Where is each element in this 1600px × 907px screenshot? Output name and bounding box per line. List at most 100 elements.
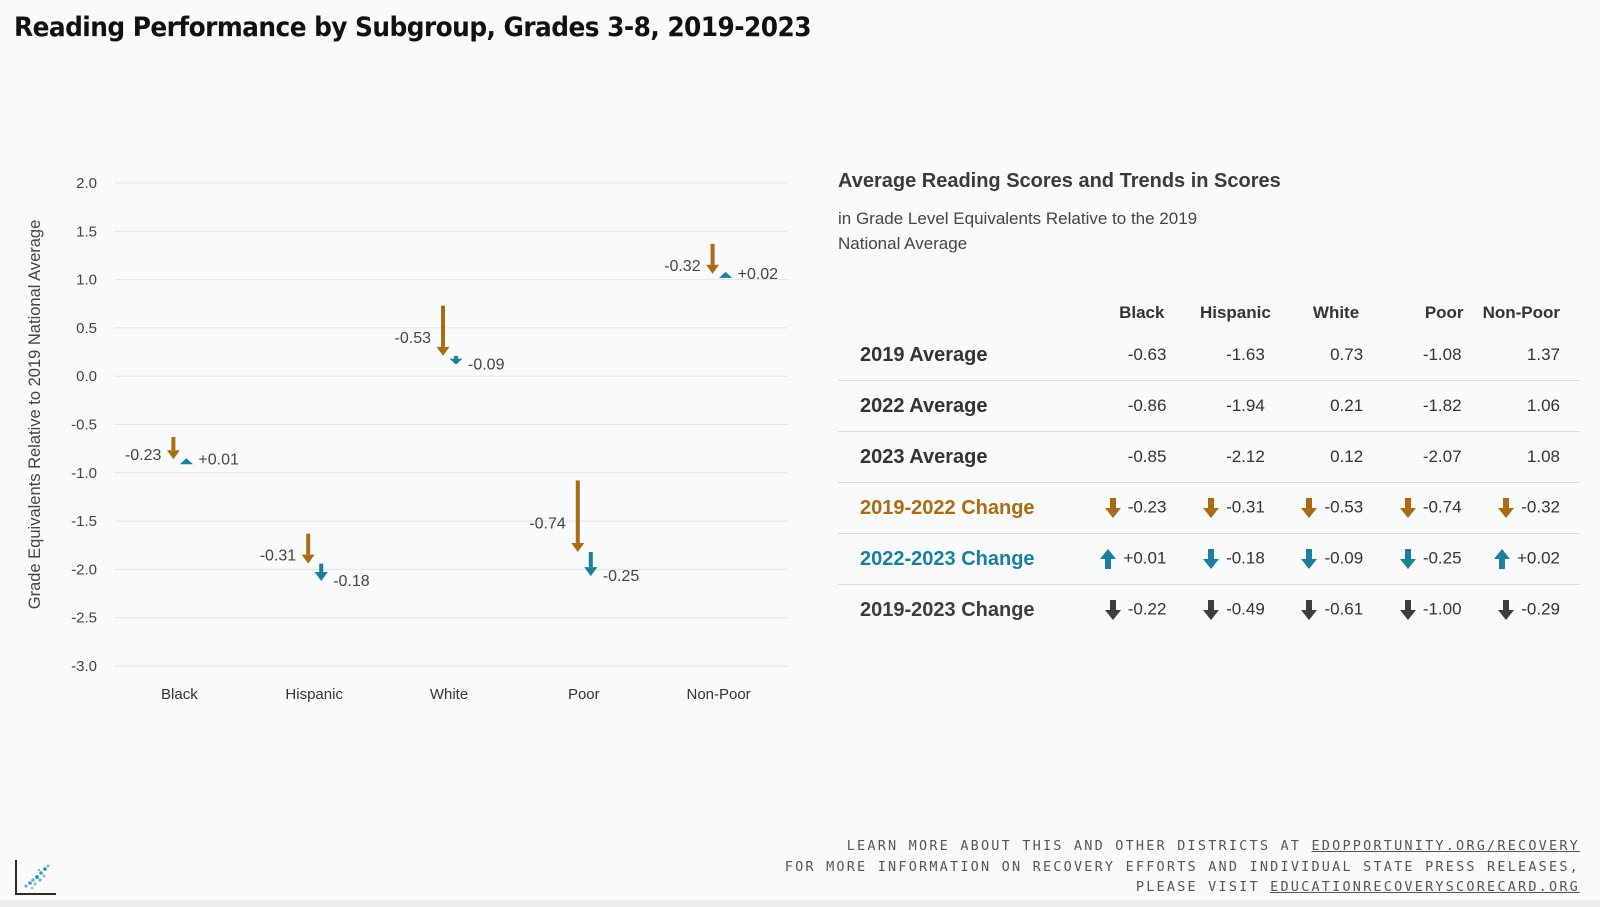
average-value: -2.07 [1383,431,1482,483]
arrow-down-icon [1399,548,1417,570]
change-cell: -0.74 [1383,482,1482,534]
average-value: 1.08 [1481,431,1580,483]
col-header-white: White [1312,303,1360,322]
change-value: -0.61 [1324,599,1364,619]
x-category-label: White [430,686,468,703]
row-label: 2022 Average [838,380,1084,432]
arrow-down-icon [1497,599,1515,621]
change-cell: -0.53 [1284,482,1384,534]
col-header-non-poor: Non-Poor [1482,303,1560,322]
change-value: -0.29 [1521,599,1560,619]
data-label-2019-2022: -0.23 [125,447,162,464]
average-value: -1.94 [1186,380,1285,432]
average-value: -0.86 [1083,380,1187,432]
arrow-down-icon [1300,497,1318,519]
average-value: -0.63 [1127,345,1167,364]
row-label: 2019 Average [860,343,988,366]
average-value: -2.12 [1186,431,1285,483]
data-label-2019-2022: -0.32 [664,258,701,275]
footer-line-1-text: Learn more about this and other district… [846,838,1302,854]
change-2019-2022-arrow-head [301,554,315,564]
y-tick-label: -2.0 [71,561,97,578]
change-2019-2022-arrow-head [166,450,180,460]
arrow-down-icon [1300,599,1318,621]
edopportunity-link[interactable]: edopportunity.org/recovery [1311,838,1580,854]
change-cell: -0.22 [1083,584,1187,635]
average-value: -1.82 [1383,380,1482,432]
x-category-label: Non-Poor [686,686,750,703]
arrow-up-icon [1099,548,1117,570]
table-subtitle: in Grade Level Equivalents Relative to t… [838,209,1198,253]
change-cell: -0.31 [1186,482,1285,534]
page-title: Reading Performance by Subgroup, Grades … [14,12,811,43]
y-tick-label: 2.0 [76,175,97,192]
change-value: -0.23 [1127,497,1167,517]
change-cell: -0.09 [1284,533,1384,585]
y-tick-label: -1.0 [71,465,97,482]
average-value: -0.85 [1083,431,1187,483]
change-2019-2022-arrow-head [571,543,585,553]
row-label: 2022-2023 Change [838,533,1084,585]
row-label: 2019-2023 Change [838,584,1084,635]
footer-line-3: please visit educationrecoveryscorecard.… [785,877,1580,898]
table-row: 2022 Average -0.86 -1.94 0.21 -1.82 1.06 [838,380,1580,432]
average-value: -1.63 [1226,345,1265,364]
change-cell: -0.23 [1083,482,1187,534]
change-cell: -0.49 [1186,584,1285,635]
change-2019-2022-arrow-head [706,264,720,274]
change-2019-2022-arrow-head [436,346,450,356]
y-tick-label: -3.0 [71,658,97,675]
y-axis-label: Grade Equivalents Relative to 2019 Natio… [26,220,44,610]
col-header-black: Black [1119,303,1165,322]
average-value: 0.21 [1284,380,1384,432]
y-tick-label: 1.0 [76,272,97,289]
table-row: 2023 Average -0.85 -2.12 0.12 -2.07 1.08 [838,431,1580,483]
table-row: 2019 Average -0.63 -1.63 0.73 -1.08 1.37 [838,330,1580,381]
data-label-2019-2022: -0.31 [260,548,297,565]
scorecard-link[interactable]: educationrecoveryscorecard.org [1270,879,1580,895]
data-label-2022-2023: -0.25 [603,568,640,585]
change-cell: -0.29 [1481,584,1580,635]
data-label-2022-2023: -0.09 [468,357,505,374]
change-value: -0.22 [1127,599,1167,619]
table-header-row: Black Hispanic White Poor Non-Poor [838,296,1580,330]
data-label-2022-2023: +0.02 [738,266,779,283]
change-value: +0.02 [1516,548,1560,568]
row-label: 2019-2022 Change [838,482,1084,534]
arrow-down-icon [1300,548,1318,570]
change-cell: +0.02 [1481,533,1580,585]
change-value: -0.31 [1226,497,1265,517]
average-value: -1.08 [1422,345,1462,364]
x-category-label: Poor [568,686,600,703]
footer-line-2: For more information on recovery efforts… [784,858,1580,875]
average-value: 1.37 [1526,345,1560,364]
footer-notes: Learn more about this and other district… [785,836,1580,898]
change-value: -0.09 [1324,548,1364,568]
change-value: +0.01 [1123,548,1167,568]
arrow-down-icon [1497,497,1515,519]
x-category-label: Black [161,686,198,703]
table-title: Average Reading Scores and Trends in Sco… [838,170,1281,192]
reading-change-chart: 2.0 1.5 1.0 0.5 0.0 -0.5 -1.0 -1.5 -2.0 -2.5 -3.0 G… [26,175,788,703]
y-tick-label: -0.5 [71,417,97,434]
data-label-2019-2022: -0.53 [395,330,432,347]
arrow-down-icon [1202,548,1220,570]
average-value: 0.73 [1330,345,1364,364]
table-row: 2019-2022 Change -0.23 -0.31 -0.53 -0.74 -0.3… [838,482,1580,534]
change-2022-2023-arrow-head [179,458,193,465]
arrow-down-icon [1202,599,1220,621]
x-category-label: Hispanic [285,686,343,703]
arrow-down-icon [1104,599,1122,621]
footer-line-3-text: please visit [1135,879,1260,895]
change-cell: +0.01 [1083,533,1187,585]
change-value: -0.32 [1521,497,1560,517]
change-cell: -0.25 [1383,533,1482,585]
col-header-hispanic: Hispanic [1199,303,1271,322]
footer-line-1: Learn more about this and other district… [785,836,1580,857]
col-header-poor: Poor [1424,303,1464,322]
y-tick-label: -2.5 [71,610,97,627]
arrow-down-icon [1104,497,1122,519]
y-tick-label: 0.0 [76,368,97,385]
arrow-up-icon [1493,548,1511,570]
arrow-down-icon [1399,599,1417,621]
